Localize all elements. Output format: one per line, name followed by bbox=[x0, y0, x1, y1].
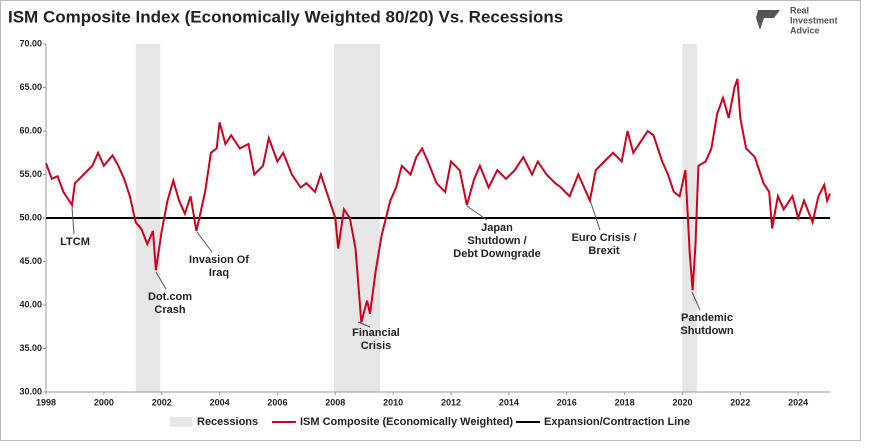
x-tick-label: 2012 bbox=[441, 397, 461, 407]
logo-icon bbox=[756, 10, 780, 30]
leader-line bbox=[155, 271, 167, 290]
annotation: LTCM bbox=[60, 236, 90, 248]
annotation: Shutdown / bbox=[467, 235, 526, 247]
annotation: Dot.com bbox=[148, 291, 192, 303]
x-tick-label: 2024 bbox=[788, 397, 808, 407]
x-tick-label: 2002 bbox=[152, 397, 172, 407]
annotation: Crisis bbox=[361, 340, 392, 352]
annotation: Euro Crisis / bbox=[572, 232, 637, 244]
legend-swatch bbox=[170, 417, 192, 427]
y-tick-label: 55.00 bbox=[19, 169, 42, 179]
x-tick-label: 2000 bbox=[94, 397, 114, 407]
leader-line bbox=[466, 205, 488, 221]
annotation: Financial bbox=[352, 327, 400, 339]
y-tick-label: 35.00 bbox=[19, 343, 42, 353]
frame bbox=[0, 0, 861, 441]
logo-text: Real bbox=[790, 5, 809, 15]
x-tick-label: 2004 bbox=[210, 397, 230, 407]
leader-line bbox=[357, 321, 371, 328]
x-tick-label: 2010 bbox=[383, 397, 403, 407]
y-tick-label: 65.00 bbox=[19, 82, 42, 92]
annotation: Iraq bbox=[209, 267, 229, 279]
chart-title: ISM Composite Index (Economically Weight… bbox=[8, 7, 563, 26]
x-tick-label: 2006 bbox=[267, 397, 287, 407]
logo-text: Investment bbox=[790, 15, 838, 25]
annotation: Debt Downgrade bbox=[453, 248, 540, 260]
y-tick-label: 30.00 bbox=[19, 386, 42, 396]
x-tick-label: 2018 bbox=[615, 397, 635, 407]
annotation: Shutdown bbox=[680, 325, 733, 337]
series-line bbox=[45, 78, 831, 323]
annotation: Brexit bbox=[588, 245, 620, 257]
legend-label: Recessions bbox=[197, 416, 258, 428]
y-tick-label: 40.00 bbox=[19, 299, 42, 309]
x-tick-label: 2016 bbox=[557, 397, 577, 407]
leader-line bbox=[589, 199, 601, 231]
x-tick-label: 2022 bbox=[730, 397, 750, 407]
y-tick-label: 60.00 bbox=[19, 125, 42, 135]
x-tick-label: 1998 bbox=[36, 397, 56, 407]
annotation: Japan bbox=[481, 222, 513, 234]
y-tick-label: 50.00 bbox=[19, 212, 42, 222]
annotation: Invasion Of bbox=[189, 254, 249, 266]
legend-label: Expansion/Contraction Line bbox=[544, 416, 690, 428]
x-tick-label: 2008 bbox=[325, 397, 345, 407]
annotation: Crash bbox=[154, 304, 185, 316]
logo-text: Advice bbox=[790, 25, 820, 35]
annotation: Pandemic bbox=[681, 312, 733, 324]
x-tick-label: 2020 bbox=[672, 397, 692, 407]
leader-line bbox=[71, 206, 75, 235]
x-tick-label: 2014 bbox=[499, 397, 519, 407]
leader-line bbox=[691, 291, 701, 311]
legend-label: ISM Composite (Economically Weighted) bbox=[300, 416, 513, 428]
leader-line bbox=[196, 231, 213, 253]
y-tick-label: 45.00 bbox=[19, 256, 42, 266]
y-tick-label: 70.00 bbox=[19, 38, 42, 48]
